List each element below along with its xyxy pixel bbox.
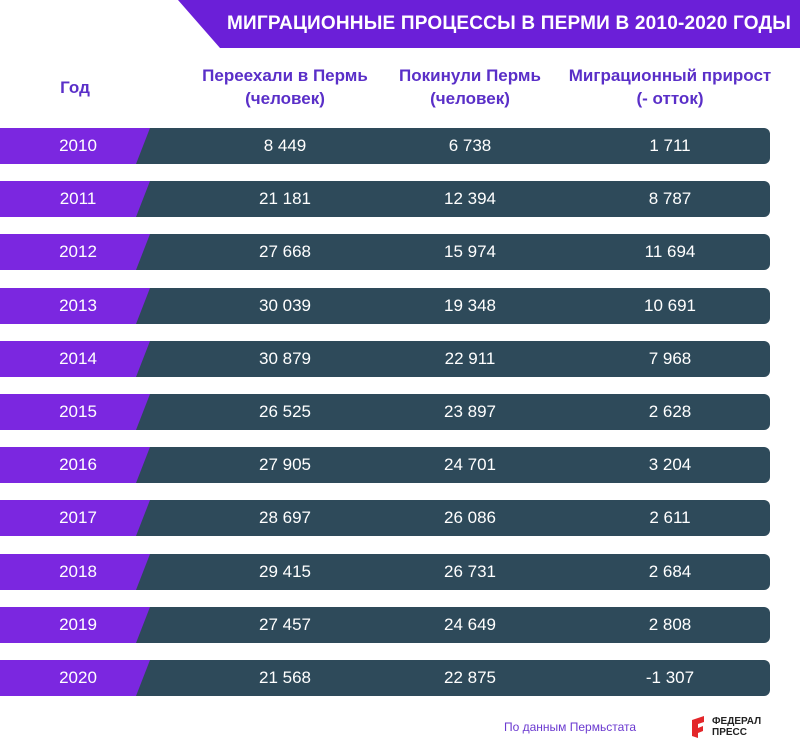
table-row: 2018 29 415 26 731 2 684 [0, 554, 770, 590]
table-row: 2017 28 697 26 086 2 611 [0, 500, 770, 536]
table-row: 2020 21 568 22 875 -1 307 [0, 660, 770, 696]
cell-net: 10 691 [644, 296, 696, 315]
header-arrived-line2: (человек) [245, 89, 325, 108]
cell-year: 2017 [59, 508, 97, 527]
header-arrived-line1: Переехали в Пермь [202, 66, 368, 85]
year-band [0, 341, 150, 377]
header-left-line2: (человек) [430, 89, 510, 108]
cell-net: 3 204 [648, 455, 692, 474]
cell-left: 15 974 [444, 242, 496, 261]
table-row: 2014 30 879 22 911 7 968 [0, 341, 770, 377]
cell-year: 2013 [59, 296, 97, 315]
cell-arrived: 30 039 [259, 296, 311, 315]
table-row: 2012 27 668 15 974 11 694 [0, 234, 770, 270]
table-row: 2016 27 905 24 701 3 204 [0, 447, 770, 483]
cell-arrived: 21 568 [259, 668, 311, 687]
year-band [0, 288, 150, 324]
cell-arrived: 8 449 [263, 136, 307, 155]
cell-year: 2020 [59, 668, 97, 687]
cell-year: 2011 [59, 189, 97, 208]
cell-year: 2010 [59, 136, 97, 155]
year-band [0, 660, 150, 696]
cell-net: 2 808 [648, 615, 692, 634]
cell-arrived: 21 181 [259, 189, 311, 208]
cell-left: 24 701 [444, 455, 496, 474]
logo-line1: ФЕДЕРАЛ [712, 716, 762, 727]
header-year-label: Год [60, 78, 90, 97]
cell-left: 12 394 [444, 189, 496, 208]
header-year: Год [30, 76, 120, 99]
cell-arrived: 29 415 [259, 562, 311, 581]
year-band [0, 607, 150, 643]
cell-net: 2 628 [648, 402, 692, 421]
table-row: 2011 21 181 12 394 8 787 [0, 181, 770, 217]
cell-arrived: 28 697 [259, 508, 311, 527]
cell-net: -1 307 [645, 668, 695, 687]
year-band [0, 128, 150, 164]
source-note: По данным Пермьстата [503, 720, 637, 734]
logo-line2: ПРЕСС [712, 727, 747, 738]
cell-arrived: 30 879 [259, 349, 311, 368]
table-row: 2013 30 039 19 348 10 691 [0, 288, 770, 324]
year-band [0, 554, 150, 590]
year-band [0, 447, 150, 483]
cell-year: 2019 [59, 615, 97, 634]
cell-arrived: 27 457 [259, 615, 311, 634]
cell-net: 1 711 [649, 136, 691, 155]
cell-left: 26 731 [444, 562, 496, 581]
cell-left: 22 875 [444, 668, 496, 687]
cell-arrived: 27 905 [259, 455, 311, 474]
header-net-line2: (- отток) [636, 89, 704, 108]
table-row: 2015 26 525 23 897 2 628 [0, 394, 770, 430]
header-net: Миграционный прирост (- отток) [565, 64, 775, 110]
cell-net: 8 787 [648, 189, 692, 208]
chart-title: МИГРАЦИОННЫЕ ПРОЦЕССЫ В ПЕРМИ В 2010-202… [226, 13, 792, 34]
year-band [0, 181, 150, 217]
cell-net: 11 694 [644, 242, 696, 261]
year-band [0, 394, 150, 430]
header-left-line1: Покинули Пермь [399, 66, 541, 85]
federal-press-logo-icon [692, 716, 704, 738]
cell-year: 2015 [59, 402, 97, 421]
logo-text: ФЕДЕРАЛ ПРЕСС [712, 716, 761, 738]
cell-arrived: 27 668 [259, 242, 311, 261]
cell-left: 22 911 [444, 349, 496, 368]
cell-year: 2018 [59, 562, 97, 581]
year-band [0, 500, 150, 536]
cell-net: 2 684 [648, 562, 692, 581]
header-left: Покинули Пермь (человек) [375, 64, 565, 110]
cell-left: 24 649 [444, 615, 496, 634]
cell-year: 2012 [59, 242, 97, 261]
table-row: 2019 27 457 24 649 2 808 [0, 607, 770, 643]
table-row: 2010 8 449 6 738 1 711 [0, 128, 770, 164]
year-band [0, 234, 150, 270]
cell-left: 6 738 [448, 136, 492, 155]
header-arrived: Переехали в Пермь (человек) [190, 64, 380, 110]
title-banner: МИГРАЦИОННЫЕ ПРОЦЕССЫ В ПЕРМИ В 2010-202… [178, 0, 800, 48]
cell-net: 7 968 [648, 349, 692, 368]
cell-left: 26 086 [444, 508, 496, 527]
cell-year: 2016 [59, 455, 97, 474]
cell-net: 2 611 [649, 508, 691, 527]
logo: ФЕДЕРАЛ ПРЕСС [690, 712, 780, 742]
cell-arrived: 26 525 [259, 402, 311, 421]
cell-left: 23 897 [444, 402, 496, 421]
cell-left: 19 348 [444, 296, 496, 315]
cell-year: 2014 [59, 349, 97, 368]
header-net-line1: Миграционный прирост [568, 66, 772, 85]
